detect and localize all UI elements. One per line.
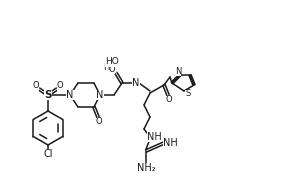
Text: NH₂: NH₂ [137,163,155,173]
Text: N: N [175,67,181,75]
Text: O: O [166,95,172,105]
Text: O: O [33,81,39,91]
Text: NH: NH [147,132,161,142]
Text: O: O [57,81,63,91]
Text: Cl: Cl [43,149,53,159]
Text: N: N [96,90,104,100]
Text: N: N [132,78,140,88]
Text: N: N [66,90,74,100]
Text: NH: NH [163,138,177,148]
Text: H: H [103,63,109,71]
Text: HO: HO [105,57,119,67]
Text: S: S [185,90,191,98]
Text: O: O [96,118,102,126]
Text: S: S [44,90,52,100]
Text: O: O [109,64,115,74]
